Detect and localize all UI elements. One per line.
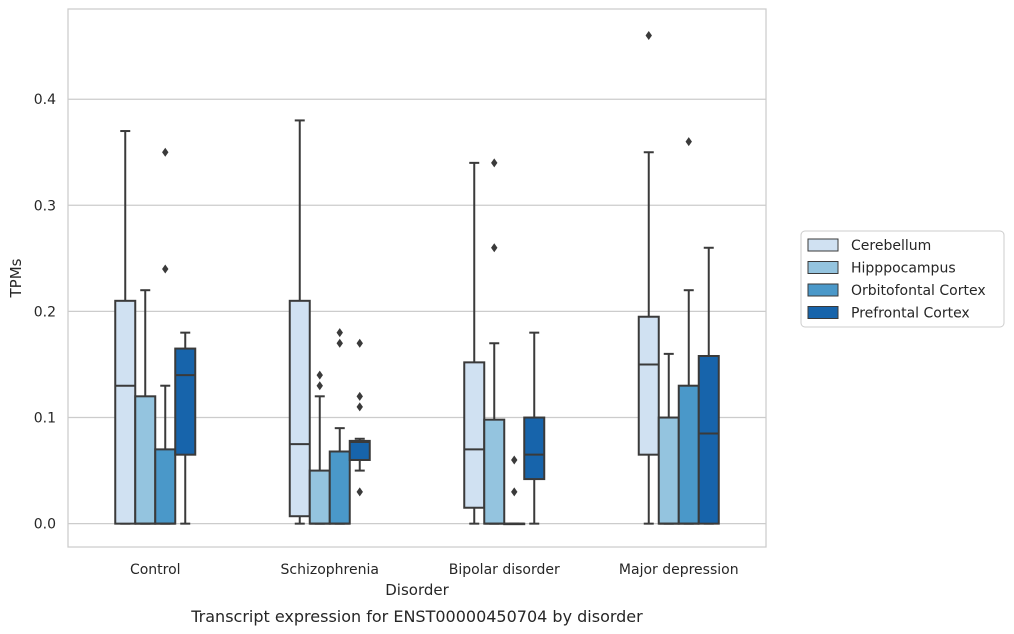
outlier-point [162,264,169,274]
legend-swatch [807,238,839,252]
y-tick-label: 0.3 [34,198,56,214]
box-orbitofontal-cortex [503,455,526,526]
chart-caption: Transcript expression for ENST0000045070… [190,607,643,626]
box-hipppocampus [483,158,506,525]
x-axis-label: Disorder [385,581,449,599]
box-cerebellum [637,31,660,525]
x-tick-label: Schizophrenia [281,562,379,578]
legend: Cerebellum Hipppocampus Orbitofontal Corte… [800,230,1005,328]
outlier-point [685,137,692,147]
box-hipppocampus [308,370,331,525]
outlier-point [316,370,323,380]
box-body [463,361,486,509]
y-axis-label: TPMs [7,258,25,298]
legend-frame [800,230,1005,328]
outlier-point [356,391,363,401]
plot-area-frame [67,8,767,548]
box-orbitofontal-cortex [328,328,351,525]
x-axis-ticks: Control Schizophrenia Bipolar disorder Majo… [130,562,739,578]
y-tick-label: 0.0 [34,517,56,533]
box-prefrontal-cortex [523,331,546,525]
y-axis-ticks: 0.0 0.1 0.2 0.3 0.4 [34,92,56,532]
outlier-point [356,487,363,497]
outlier-point [511,455,518,465]
legend-swatch [807,261,839,274]
box-body [523,416,546,481]
outlier-point [491,158,498,168]
box-body [308,469,331,525]
box-orbitofontal-cortex [677,137,700,525]
x-tick-label: Control [130,562,181,578]
outlier-point [336,328,343,338]
box-body [657,416,680,525]
box-body [483,418,506,525]
y-tick-label: 0.2 [34,304,56,320]
box-series [114,31,720,526]
y-tick-label: 0.1 [34,411,56,427]
x-tick-label: Bipolar disorder [449,562,560,578]
box-prefrontal-cortex [697,246,720,525]
outlier-point [336,338,343,348]
box-body [174,347,197,456]
box-cerebellum [463,161,486,525]
legend-label: Prefrontal Cortex [851,306,970,322]
box-body [328,450,351,525]
box-orbitofontal-cortex [154,147,177,525]
legend-label: Cerebellum [851,238,931,254]
box-body [114,299,137,525]
outlier-point [491,243,498,253]
box-body [677,384,700,525]
box-body [348,439,371,461]
y-tick-label: 0.4 [34,92,56,108]
box-body [637,315,660,456]
box-body [134,395,157,525]
outlier-point [162,147,169,157]
legend-swatch [807,283,839,297]
outlier-point [356,338,363,348]
box-body [154,448,177,525]
outlier-point [511,487,518,497]
x-tick-label: Major depression [619,562,739,578]
legend-label: Orbitofontal Cortex [851,283,986,299]
box-body [288,299,311,518]
box-prefrontal-cortex [174,331,197,525]
box-prefrontal-cortex [348,338,371,497]
box-cerebellum [114,130,137,525]
box-body [697,354,720,525]
legend-label: Hipppocampus [851,261,956,277]
outlier-point [316,381,323,391]
box-hipppocampus [657,352,680,525]
box-cerebellum [288,119,311,525]
legend-swatch [807,306,839,319]
outlier-point [645,31,652,41]
outlier-point [356,402,363,412]
box-hipppocampus [134,289,157,525]
